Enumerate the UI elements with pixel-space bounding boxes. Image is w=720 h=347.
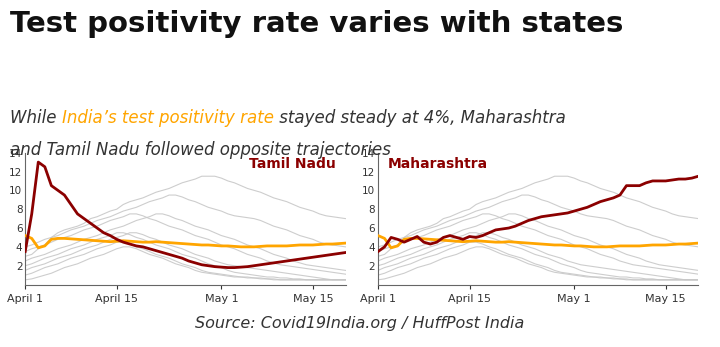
Text: India’s test positivity rate: India’s test positivity rate — [62, 109, 274, 127]
Text: stayed steady at 4%, Maharashtra: stayed steady at 4%, Maharashtra — [274, 109, 566, 127]
Text: Maharashtra: Maharashtra — [387, 156, 487, 171]
Text: Test positivity rate varies with states: Test positivity rate varies with states — [10, 10, 624, 39]
Text: Tamil Nadu: Tamil Nadu — [249, 156, 336, 171]
Text: While: While — [10, 109, 62, 127]
Text: Source: Covid19India.org / HuffPost India: Source: Covid19India.org / HuffPost Indi… — [195, 316, 525, 331]
Text: and Tamil Nadu followed opposite trajectories: and Tamil Nadu followed opposite traject… — [10, 141, 391, 159]
